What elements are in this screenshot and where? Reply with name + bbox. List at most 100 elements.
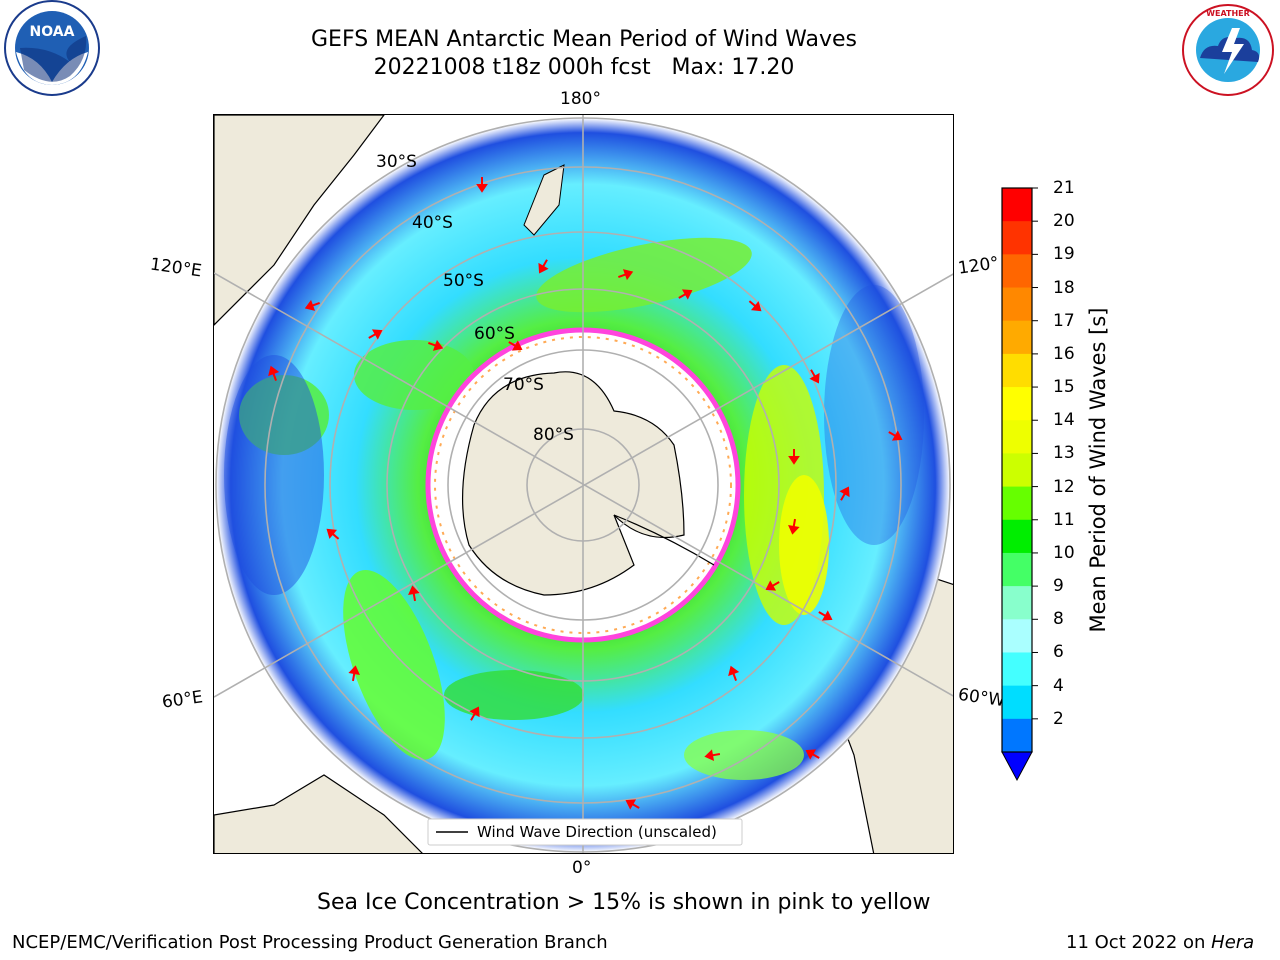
- colorbar-tick-label: 11: [1053, 509, 1075, 530]
- field-patch: [354, 340, 474, 410]
- direction-arrow: [618, 269, 634, 281]
- direction-arrow: [268, 365, 280, 381]
- lon-label-60e: 60°E: [160, 687, 205, 713]
- colorbar-tick-label: 19: [1053, 244, 1075, 265]
- colorbar-band: [1002, 619, 1032, 653]
- chart-title: GEFS MEAN Antarctic Mean Period of Wind …: [311, 27, 857, 52]
- lat-label-50s: 50°S: [443, 271, 484, 291]
- direction-arrow: [538, 259, 549, 274]
- land-australia-corner: [214, 115, 385, 326]
- sea-ice-note: Sea Ice Concentration > 15% is shown in …: [317, 890, 931, 915]
- colorbar-bands: [1002, 188, 1032, 753]
- direction-arrow: [678, 289, 693, 300]
- antarctica: [461, 371, 685, 596]
- noaa-logo-text: NOAA: [30, 24, 75, 40]
- colorbar-band: [1002, 652, 1032, 687]
- colorbar-band: [1002, 519, 1032, 554]
- direction-arrow: [476, 177, 488, 193]
- direction-arrow: [304, 299, 320, 311]
- field-patch: [684, 730, 804, 780]
- colorbar-band: [1002, 453, 1032, 488]
- colorbar-tick-label: 9: [1053, 576, 1064, 597]
- land-new-zealand: [523, 164, 565, 236]
- lon-label-120w: 120°: [956, 253, 1001, 279]
- direction-arrow: [818, 610, 833, 621]
- lon-label-0: 0°: [572, 858, 592, 878]
- colorbar-band: [1002, 586, 1032, 620]
- field-patch: [779, 475, 829, 615]
- field-patch: [224, 355, 324, 595]
- colorbar-band: [1002, 685, 1032, 720]
- footer-credit: NCEP/EMC/Verification Post Processing Pr…: [12, 932, 608, 953]
- land-africa-corner: [214, 774, 423, 853]
- lat-label-40s: 40°S: [412, 213, 453, 233]
- lat-label-30s: 30°S: [376, 152, 417, 172]
- footer-host: Hera: [1211, 932, 1255, 953]
- colorbar-band: [1002, 188, 1032, 222]
- colorbar-band: [1002, 718, 1032, 753]
- colorbar-tick-label: 14: [1053, 410, 1075, 431]
- footer-date-text: 11 Oct 2022 on: [1066, 932, 1212, 953]
- lon-label-60w: 60°W: [956, 684, 1007, 712]
- colorbar-band: [1002, 387, 1032, 421]
- colorbar-tick-label: 8: [1053, 609, 1064, 630]
- sea-ice-inner: [434, 336, 732, 634]
- colorbar-tick-label: 4: [1053, 675, 1064, 696]
- colorbar-band: [1002, 353, 1032, 388]
- svg-text:WEATHER: WEATHER: [1206, 9, 1250, 18]
- colorbar: [1001, 187, 1038, 782]
- direction-arrow: [408, 585, 420, 602]
- lat-label-60s: 60°S: [474, 324, 515, 344]
- colorbar-band: [1002, 552, 1032, 587]
- colorbar-band: [1002, 320, 1032, 355]
- direction-arrow: [805, 749, 820, 760]
- polar-map: Wind Wave Direction (unscaled): [214, 115, 953, 853]
- direction-arrow: [326, 528, 340, 540]
- lon-label-180: 180°: [560, 89, 601, 109]
- lon-label-120e: 120°E: [148, 254, 203, 282]
- direction-arrow: [748, 300, 762, 312]
- colorbar-tick-label: 20: [1053, 211, 1075, 232]
- colorbar-tick-label: 10: [1053, 542, 1075, 563]
- antarctic-peninsula: [613, 514, 715, 566]
- colorbar-tick-label: 15: [1053, 377, 1075, 398]
- colorbar-tick-label: 12: [1053, 476, 1075, 497]
- colorbar-tick-label: 6: [1053, 642, 1064, 663]
- field-patch: [444, 670, 584, 720]
- colorbar-band: [1002, 420, 1032, 454]
- colorbar-band: [1002, 254, 1032, 289]
- direction-arrow: [428, 339, 444, 351]
- direction-arrow: [348, 665, 360, 682]
- colorbar-tick-label: 17: [1053, 310, 1075, 331]
- colorbar-band: [1002, 287, 1032, 322]
- direction-arrow: [368, 329, 383, 340]
- direction-arrow: [625, 799, 640, 810]
- wave-direction-arrows: [268, 177, 903, 810]
- chart-subtitle: 20221008 t18z 000h fcst Max: 17.20: [373, 55, 795, 80]
- direction-arrow: [888, 430, 903, 441]
- colorbar-tick-label: 21: [1053, 178, 1075, 198]
- legend-label: Wind Wave Direction (unscaled): [477, 823, 717, 841]
- footer-date: 11 Oct 2022 on Hera: [1066, 932, 1254, 953]
- direction-arrow: [788, 449, 800, 465]
- colorbar-ticks: [1032, 187, 1038, 720]
- direction-arrow: [704, 749, 721, 761]
- legend-box: [427, 818, 743, 846]
- colorbar-band: [1002, 221, 1032, 255]
- direction-arrow: [508, 340, 523, 351]
- lat-label-70s: 70°S: [503, 375, 544, 395]
- noaa-logo: NOAA: [4, 0, 100, 96]
- colorbar-outline: [1001, 187, 1033, 753]
- colorbar-extend-arrow: [1001, 751, 1033, 782]
- nws-logo: WEATHER: [1182, 4, 1274, 96]
- colorbar-band: [1002, 486, 1032, 521]
- colorbar-tick-label: 13: [1053, 443, 1075, 464]
- direction-arrow: [765, 580, 780, 591]
- field-patch: [343, 570, 445, 760]
- direction-arrow: [788, 518, 800, 535]
- graticule: [214, 115, 953, 853]
- field-patch: [824, 285, 924, 545]
- direction-arrow: [469, 706, 480, 721]
- map-panel: Wind Wave Direction (unscaled): [213, 114, 954, 854]
